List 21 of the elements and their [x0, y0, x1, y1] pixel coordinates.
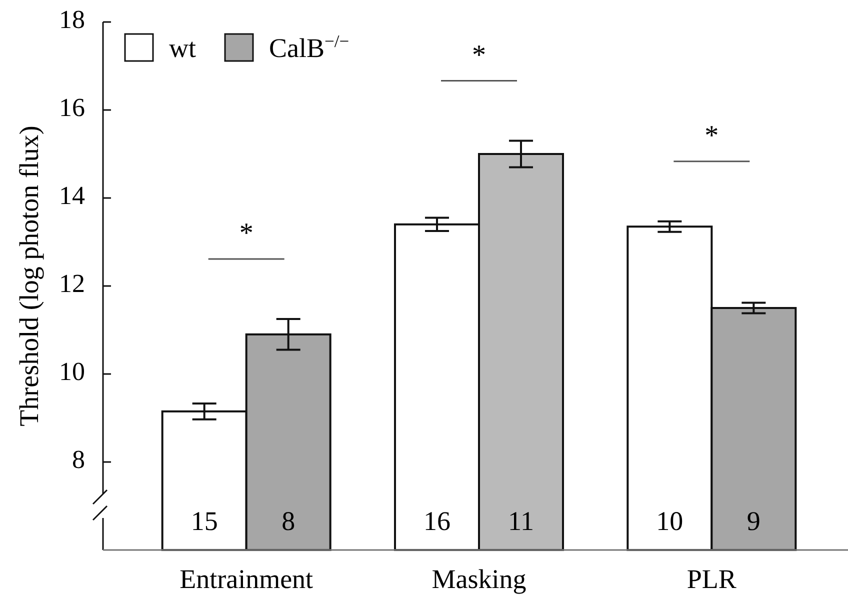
annotation: *	[239, 218, 254, 249]
annotation: 16	[424, 506, 450, 536]
y-tick-label: 8	[72, 444, 85, 474]
y-tick-label: 18	[59, 4, 85, 34]
y-axis-title: Threshold (log photon flux)	[14, 126, 44, 426]
x-tick-label: Entrainment	[180, 564, 314, 594]
y-tick-label: 10	[59, 356, 85, 386]
legend-label: CalB$^{−/−}$	[269, 31, 350, 63]
x-tick-label: PLR	[686, 564, 736, 594]
annotation: *	[472, 40, 486, 71]
y-tick-label: 12	[59, 268, 85, 298]
annotation: 10	[656, 506, 684, 536]
legend-label: wt	[169, 33, 196, 63]
annotation: 11	[508, 506, 534, 536]
annotation: 8	[282, 506, 296, 536]
x-tick-label: Masking	[432, 564, 526, 594]
annotation: 15	[190, 506, 218, 536]
annotation: 9	[746, 506, 760, 536]
annotation: *	[704, 120, 719, 152]
y-tick-label: 14	[59, 180, 85, 210]
y-tick-label: 16	[59, 92, 85, 122]
